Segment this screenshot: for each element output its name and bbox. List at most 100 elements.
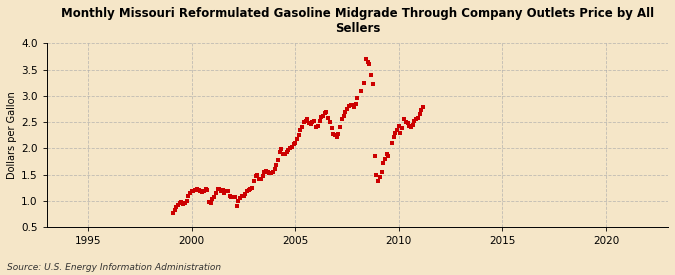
Point	[224, 193, 235, 198]
Point	[204, 200, 215, 204]
Point	[236, 193, 247, 198]
Point	[378, 161, 389, 165]
Point	[356, 88, 367, 93]
Point	[255, 177, 266, 181]
Point	[371, 172, 382, 177]
Point	[281, 150, 292, 155]
Point	[176, 200, 187, 205]
Point	[310, 125, 321, 130]
Point	[412, 116, 423, 120]
Point	[298, 120, 309, 124]
Y-axis label: Dollars per Gallon: Dollars per Gallon	[7, 91, 17, 179]
Point	[183, 193, 194, 198]
Point	[180, 201, 190, 206]
Point	[407, 122, 418, 127]
Point	[326, 126, 337, 131]
Point	[227, 195, 238, 199]
Point	[264, 171, 275, 175]
Point	[188, 189, 199, 193]
Point	[279, 152, 290, 156]
Point	[209, 194, 219, 199]
Point	[263, 170, 273, 174]
Point	[278, 151, 289, 156]
Point	[402, 121, 413, 125]
Point	[169, 208, 180, 212]
Point	[185, 191, 196, 196]
Point	[375, 175, 385, 179]
Point	[359, 81, 370, 85]
Point	[250, 173, 261, 178]
Point	[418, 105, 429, 109]
Point	[305, 122, 316, 126]
Point	[232, 204, 242, 208]
Point	[223, 189, 234, 194]
Point	[205, 201, 216, 206]
Point	[307, 120, 318, 124]
Point	[317, 114, 328, 118]
Point	[254, 177, 265, 181]
Point	[395, 130, 406, 135]
Point	[216, 189, 227, 193]
Point	[252, 172, 263, 177]
Point	[288, 142, 299, 146]
Point	[219, 191, 230, 195]
Point	[192, 187, 202, 191]
Point	[304, 121, 315, 125]
Point	[336, 117, 347, 122]
Point	[345, 103, 356, 108]
Point	[340, 109, 351, 114]
Point	[230, 194, 240, 199]
Point	[366, 73, 377, 77]
Point	[193, 188, 204, 192]
Point	[245, 187, 256, 191]
Point	[257, 173, 268, 178]
Point	[347, 103, 358, 108]
Point	[274, 150, 285, 155]
Point	[416, 108, 427, 113]
Point	[376, 170, 387, 174]
Point	[285, 146, 296, 150]
Point	[410, 117, 421, 122]
Point	[240, 192, 250, 197]
Point	[261, 169, 271, 174]
Point	[178, 202, 188, 206]
Point	[238, 193, 249, 198]
Point	[174, 201, 185, 205]
Point	[207, 196, 218, 201]
Point	[294, 133, 304, 137]
Point	[297, 125, 308, 130]
Point	[350, 101, 361, 106]
Point	[167, 211, 178, 216]
Point	[344, 104, 354, 108]
Point	[290, 141, 300, 145]
Point	[271, 163, 281, 167]
Point	[186, 189, 197, 194]
Point	[295, 128, 306, 132]
Point	[233, 199, 244, 203]
Point	[200, 187, 211, 191]
Point	[266, 171, 277, 176]
Point	[283, 148, 294, 153]
Point	[379, 156, 390, 161]
Point	[399, 117, 410, 122]
Point	[319, 110, 330, 115]
Point	[221, 189, 232, 194]
Point	[369, 154, 380, 158]
Point	[172, 203, 183, 207]
Point	[248, 179, 259, 183]
Point	[267, 170, 278, 174]
Point	[211, 191, 221, 195]
Point	[364, 62, 375, 67]
Point	[325, 120, 335, 124]
Point	[362, 59, 373, 64]
Point	[235, 196, 246, 200]
Point	[381, 151, 392, 156]
Point	[360, 57, 371, 61]
Point	[338, 114, 349, 118]
Point	[202, 188, 213, 192]
Point	[190, 188, 200, 192]
Point	[329, 133, 340, 137]
Point	[368, 82, 379, 86]
Point	[342, 107, 352, 111]
Point	[259, 170, 269, 174]
